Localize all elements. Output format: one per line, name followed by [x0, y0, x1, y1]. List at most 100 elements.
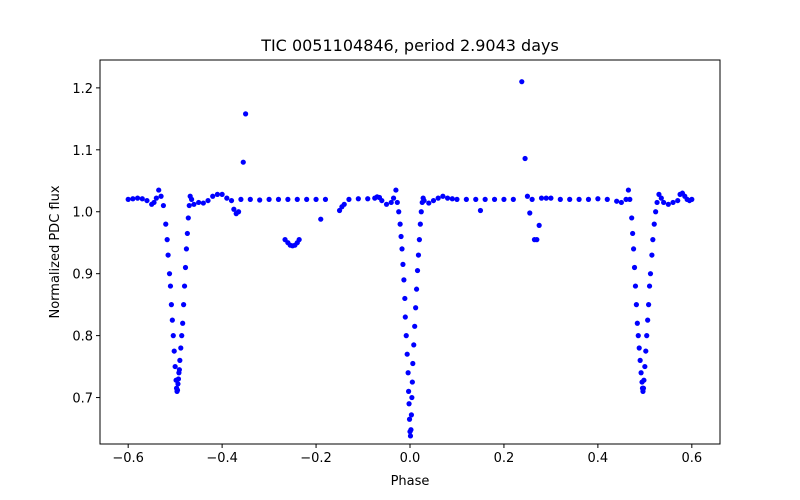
data-point	[426, 200, 432, 206]
data-point	[405, 388, 412, 394]
data-point	[636, 345, 642, 351]
data-point	[408, 412, 415, 418]
data-point	[534, 237, 540, 243]
data-point	[164, 237, 170, 243]
data-point	[473, 196, 479, 202]
data-point	[536, 222, 542, 228]
data-point	[175, 381, 181, 387]
data-point	[630, 230, 636, 237]
data-point	[275, 196, 282, 202]
y-tick-label: 1.0	[72, 206, 93, 221]
data-point	[238, 196, 244, 202]
plot-frame	[99, 59, 721, 445]
data-point	[243, 111, 249, 117]
data-point	[355, 196, 361, 202]
data-point	[400, 261, 406, 267]
data-point	[365, 196, 371, 202]
data-point	[167, 283, 174, 289]
data-point	[654, 199, 660, 206]
data-point	[169, 317, 175, 323]
data-point	[661, 199, 667, 206]
data-point	[519, 79, 525, 85]
data-point	[171, 348, 177, 354]
data-point	[396, 209, 402, 215]
data-point	[538, 195, 545, 201]
data-point	[675, 197, 681, 204]
data-point	[418, 209, 424, 215]
data-point	[235, 209, 242, 215]
data-point	[415, 252, 422, 258]
data-point	[449, 196, 455, 202]
data-point	[454, 196, 460, 202]
data-point	[642, 363, 648, 370]
data-point	[635, 333, 641, 339]
data-point	[304, 196, 310, 202]
y-tick-label: 0.9	[72, 268, 93, 283]
data-point	[134, 195, 141, 201]
plot-area	[100, 60, 720, 444]
data-point	[444, 195, 451, 201]
data-point	[174, 387, 181, 393]
data-point	[402, 295, 408, 302]
data-point	[430, 197, 437, 204]
data-point	[647, 271, 654, 277]
data-point	[398, 233, 404, 240]
data-point	[185, 215, 191, 221]
data-point	[527, 210, 533, 216]
data-point	[435, 195, 441, 201]
data-point	[184, 230, 190, 237]
data-point	[240, 159, 246, 165]
chart-title: TIC 0051104846, period 2.9043 days	[260, 36, 559, 55]
data-point	[408, 427, 414, 433]
data-point	[383, 201, 390, 207]
y-axis-label: Normalized PDC flux	[48, 185, 63, 318]
data-point	[409, 394, 415, 401]
data-point	[406, 416, 413, 422]
data-point	[548, 195, 554, 201]
data-point	[409, 379, 415, 385]
data-point	[651, 221, 657, 227]
data-point	[627, 196, 633, 202]
data-point	[130, 196, 136, 202]
x-axis-ticks: −0.6 −0.4 −0.2 0.0 0.2 0.4 0.6	[112, 444, 702, 466]
data-point	[614, 198, 620, 204]
data-point	[510, 196, 516, 202]
data-point	[413, 305, 419, 311]
data-point	[257, 197, 263, 203]
data-point	[650, 237, 656, 243]
data-point	[188, 196, 195, 202]
data-point	[529, 196, 535, 202]
data-point	[336, 207, 343, 214]
data-point	[634, 320, 640, 326]
x-tick-label: 0.4	[588, 451, 609, 466]
data-point	[346, 196, 352, 202]
data-point	[228, 197, 235, 204]
data-point	[285, 196, 291, 202]
data-point	[649, 252, 655, 258]
data-point	[231, 206, 237, 212]
data-point	[294, 196, 300, 202]
data-point	[689, 196, 695, 202]
data-point	[219, 191, 225, 197]
data-point	[633, 302, 639, 308]
data-point	[405, 370, 411, 376]
data-point	[567, 196, 573, 202]
data-point	[440, 193, 446, 199]
data-point	[477, 207, 484, 214]
data-point	[341, 201, 347, 207]
data-point	[482, 196, 488, 202]
data-point	[163, 221, 169, 227]
data-point	[214, 191, 221, 197]
data-point	[631, 264, 638, 271]
data-point	[196, 199, 202, 206]
data-point	[176, 367, 182, 373]
data-point	[576, 196, 582, 202]
data-points	[125, 79, 695, 439]
data-point	[557, 196, 563, 202]
data-point	[180, 320, 186, 326]
data-point	[178, 345, 184, 351]
data-point	[160, 202, 167, 209]
data-point	[644, 333, 650, 339]
data-point	[670, 199, 676, 206]
data-point	[638, 370, 644, 376]
